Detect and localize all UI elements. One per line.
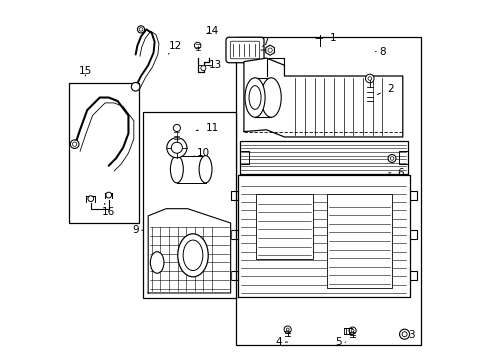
Text: 13: 13 <box>209 60 222 70</box>
Circle shape <box>284 326 291 333</box>
Text: 9: 9 <box>132 225 143 235</box>
Circle shape <box>349 327 356 334</box>
Bar <box>256 194 313 259</box>
FancyBboxPatch shape <box>226 37 264 63</box>
Bar <box>143 112 236 298</box>
Circle shape <box>351 329 354 332</box>
Text: 15: 15 <box>79 66 92 76</box>
Circle shape <box>201 66 206 71</box>
Polygon shape <box>240 141 408 174</box>
Circle shape <box>195 42 201 49</box>
Text: 11: 11 <box>196 123 219 133</box>
Ellipse shape <box>261 78 281 117</box>
Ellipse shape <box>183 240 203 271</box>
Circle shape <box>172 142 182 153</box>
Ellipse shape <box>249 86 261 109</box>
Text: 4: 4 <box>276 337 288 347</box>
Text: 5: 5 <box>336 337 346 347</box>
Text: 10: 10 <box>192 148 210 158</box>
Text: 1: 1 <box>316 33 336 43</box>
Circle shape <box>71 140 79 148</box>
Polygon shape <box>148 209 231 293</box>
Polygon shape <box>244 58 403 137</box>
Circle shape <box>131 82 140 91</box>
Ellipse shape <box>171 156 183 183</box>
Bar <box>69 83 139 223</box>
Text: 3: 3 <box>403 330 415 340</box>
Bar <box>327 194 392 288</box>
Ellipse shape <box>199 156 212 183</box>
Ellipse shape <box>178 234 208 277</box>
Circle shape <box>366 74 374 83</box>
Circle shape <box>73 142 77 146</box>
Circle shape <box>368 77 371 80</box>
Circle shape <box>88 196 94 202</box>
Ellipse shape <box>245 78 265 117</box>
Text: 16: 16 <box>102 203 115 217</box>
FancyBboxPatch shape <box>230 41 260 59</box>
Ellipse shape <box>150 252 164 273</box>
Circle shape <box>399 329 410 339</box>
Text: 14: 14 <box>206 26 220 36</box>
Polygon shape <box>238 175 410 297</box>
Text: 12: 12 <box>169 41 182 54</box>
Text: 7: 7 <box>263 37 269 47</box>
Circle shape <box>388 154 396 162</box>
Circle shape <box>137 26 145 33</box>
Circle shape <box>139 28 143 31</box>
Circle shape <box>173 125 180 132</box>
Text: 6: 6 <box>389 168 404 178</box>
Bar <box>236 37 421 345</box>
Circle shape <box>286 328 289 331</box>
Text: 2: 2 <box>377 84 393 95</box>
Circle shape <box>390 157 394 160</box>
Circle shape <box>106 192 112 198</box>
Circle shape <box>402 332 407 337</box>
Text: 8: 8 <box>375 46 386 57</box>
Circle shape <box>268 48 272 52</box>
Circle shape <box>167 138 187 158</box>
